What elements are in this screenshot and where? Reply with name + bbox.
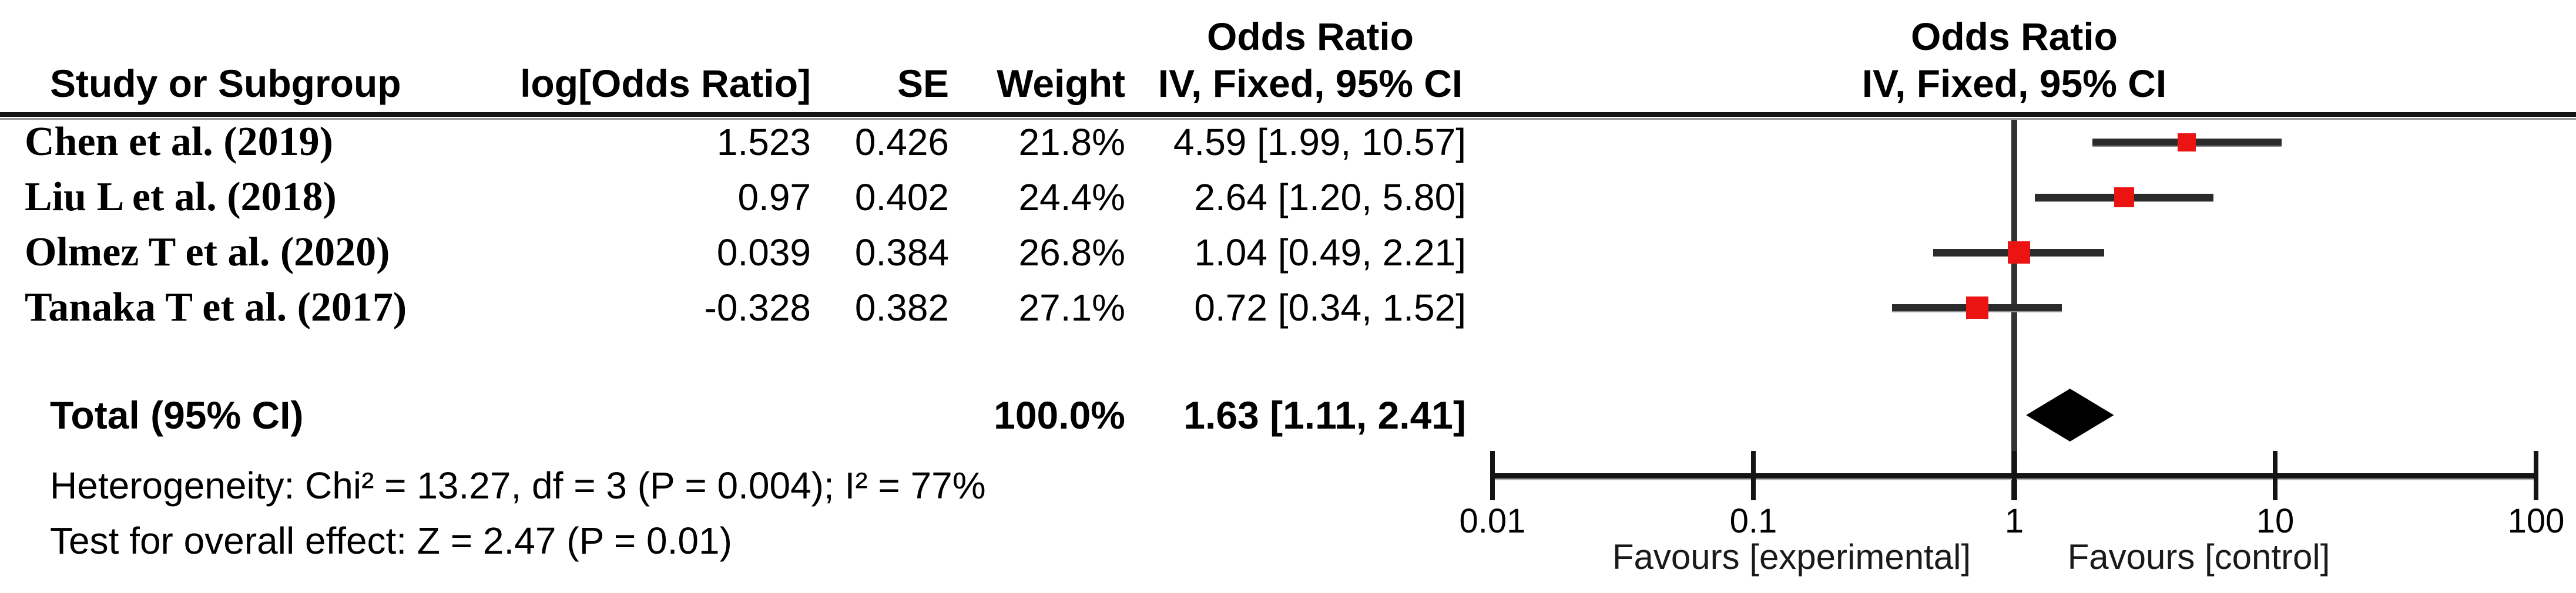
study-label: Liu L et al. (2018)	[25, 174, 337, 220]
effect-square	[2178, 133, 2196, 151]
overall-effect-line: Test for overall effect: Z = 2.47 (P = 0…	[50, 520, 732, 562]
total-ci-text: 1.63 [1.11, 2.41]	[1183, 393, 1466, 437]
x-axis-tick	[1490, 451, 1495, 500]
se-value: 0.382	[854, 287, 949, 329]
total-diamond	[2026, 389, 2114, 442]
total-weight: 100.0%	[994, 393, 1125, 437]
table-header-weight: Weight	[997, 62, 1125, 105]
favours-control-label: Favours [control]	[2067, 537, 2330, 577]
table-header-log-odds-ratio: log[Odds Ratio]	[520, 62, 811, 105]
weight-value: 24.4%	[1018, 176, 1125, 218]
table-header-study-or-subgroup: Study or Subgroup	[50, 62, 401, 105]
weight-value: 21.8%	[1018, 121, 1125, 163]
plot-header-odds-ratio: Odds Ratio	[1910, 15, 2118, 58]
x-axis-tick	[2534, 451, 2538, 500]
x-axis-tick-label: 1	[2004, 502, 2024, 540]
table-header-se: SE	[897, 62, 949, 105]
effect-square	[2007, 241, 2030, 264]
ci-text: 4.59 [1.99, 10.57]	[1173, 121, 1466, 163]
study-label: Chen et al. (2019)	[25, 119, 333, 164]
x-axis-tick-label: 0.1	[1729, 502, 1777, 540]
header-rule-shadow	[0, 118, 2576, 120]
x-axis-tick-label: 10	[2256, 502, 2295, 540]
log-or-value: 0.039	[716, 231, 811, 274]
se-value: 0.384	[854, 231, 949, 274]
heterogeneity-line: Heterogeneity: Chi² = 13.27, df = 3 (P =…	[50, 464, 986, 507]
plot-header-ci-method: IV, Fixed, 95% CI	[1861, 62, 2167, 105]
study-label: Olmez T et al. (2020)	[25, 230, 390, 275]
log-or-value: 0.97	[737, 176, 811, 218]
x-axis-tick-label: 0.01	[1459, 502, 1526, 540]
x-axis-tick	[2273, 451, 2278, 500]
ci-text: 0.72 [0.34, 1.52]	[1194, 287, 1466, 329]
table-header-ci-method: IV, Fixed, 95% CI	[1158, 62, 1463, 105]
ci-text: 1.04 [0.49, 2.21]	[1194, 231, 1466, 274]
table-header-odds-ratio: Odds Ratio	[1206, 15, 1414, 58]
header-rule	[0, 112, 2576, 117]
study-label: Tanaka T et al. (2017)	[25, 285, 407, 330]
se-value: 0.426	[854, 121, 949, 163]
x-axis-tick	[2012, 451, 2017, 500]
x-axis-tick	[1751, 451, 1756, 500]
effect-square	[1965, 296, 1988, 319]
x-axis-tick-label: 100	[2507, 502, 2565, 540]
ci-text: 2.64 [1.20, 5.80]	[1194, 176, 1466, 218]
se-value: 0.402	[854, 176, 949, 218]
total-label: Total (95% CI)	[50, 393, 304, 437]
log-or-value: -0.328	[704, 287, 811, 329]
weight-value: 26.8%	[1018, 231, 1125, 274]
favours-experimental-label: Favours [experimental]	[1612, 537, 1971, 577]
effect-square	[2114, 187, 2135, 207]
log-or-value: 1.523	[716, 121, 811, 163]
weight-value: 27.1%	[1018, 287, 1125, 329]
